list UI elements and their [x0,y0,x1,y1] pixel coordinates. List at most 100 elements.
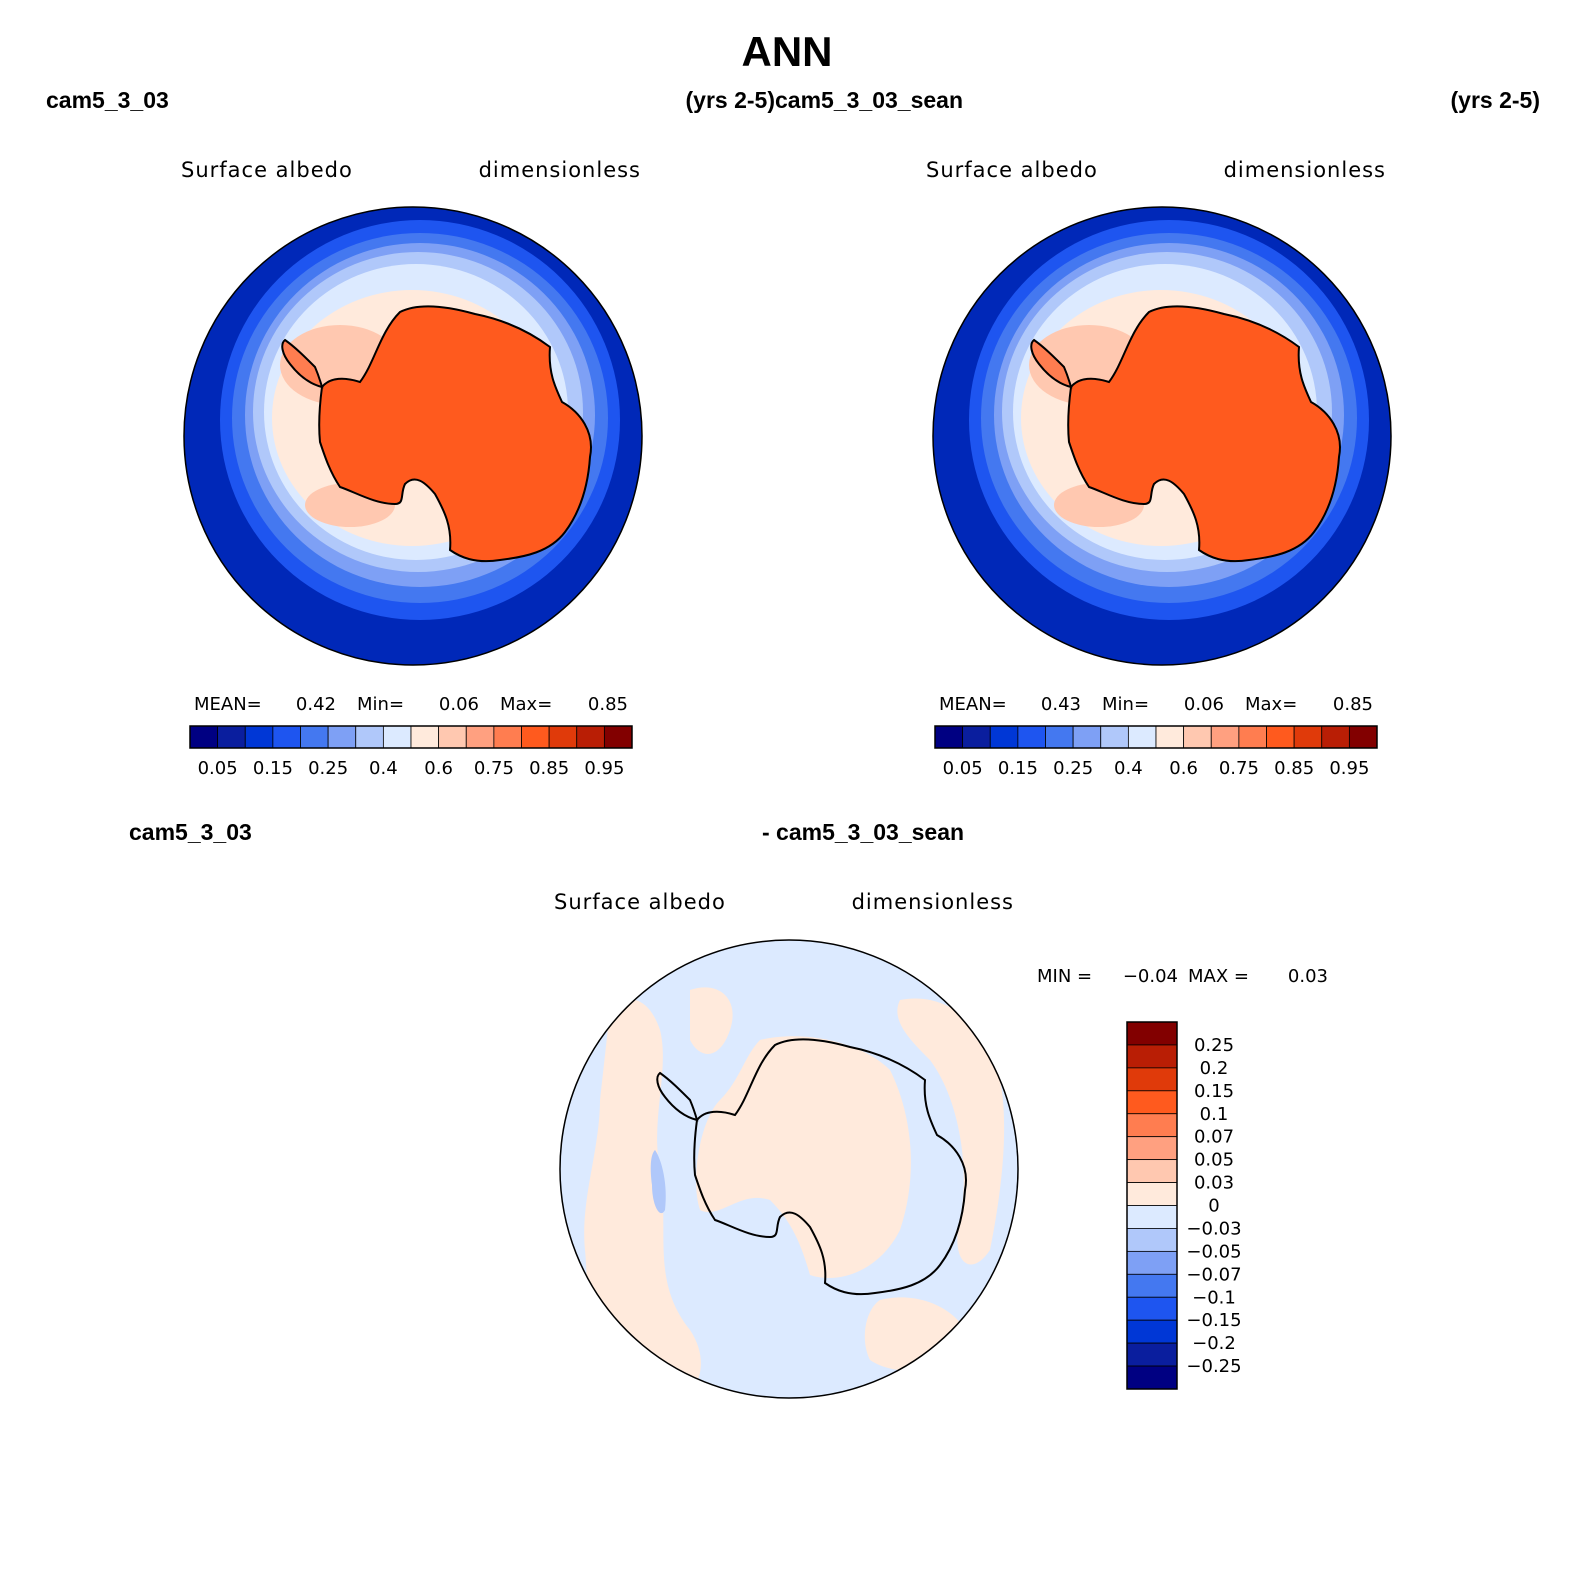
colorbar-swatch [1126,1296,1178,1321]
colorbar-tick-label: 0.4 [369,758,398,779]
colorbar-swatch [1126,1067,1178,1092]
colorbar-swatch [217,725,246,749]
colorbar-swatch [1126,1250,1178,1275]
colorbar: 0.05 0.15 0.25 0.4 0.6 0.75 0.85 0.95 [934,725,1378,779]
colorbar-swatch [1321,725,1350,749]
colorbar-swatch [1017,725,1046,749]
colorbar-swatch [1127,725,1157,749]
colorbar-frame [934,725,1378,749]
colorbar-swatch [438,725,467,749]
colorbar-swatch [1126,1205,1178,1229]
colorbar-tick-label: −0.05 [1186,1241,1241,1262]
colorbar-swatch [1126,1319,1178,1344]
colorbar-swatch [1126,1044,1178,1069]
colorbar-tick-label: 0.15 [998,758,1038,779]
colorbar-tick-label: −0.2 [1192,1333,1236,1354]
units-label: dimensionless [852,890,1014,914]
colorbar-tick-label: 0.95 [584,758,624,779]
colorbar-tick-label: 0.75 [474,758,514,779]
colorbar-swatch [1126,1182,1178,1206]
colorbar-tick-label: 0.95 [1329,758,1369,779]
colorbar-swatch [1126,1021,1178,1046]
map-boundary [183,206,643,666]
colorbar-swatch [1126,1090,1178,1115]
colorbar-swatch [1126,1136,1178,1161]
colorbar-tick-label: 0.85 [529,758,569,779]
colorbar-swatch [521,725,550,749]
mean-value: 0.43 [1041,694,1081,715]
colorbar-tick-label: 0.75 [1219,758,1259,779]
colorbar-tick-label: 0.05 [198,758,238,779]
max-value: 0.85 [588,694,628,715]
positive-patch [690,987,733,1054]
colorbar-tick-label: 0.1 [1200,1104,1229,1125]
colorbar-tick-label: 0.15 [253,758,293,779]
colorbar-swatch [465,725,495,749]
colorbar-tick-label: 0.05 [943,758,983,779]
mean-value: 0.42 [296,694,336,715]
colorbar-swatch [189,725,219,749]
colorbar-swatch [1126,1113,1178,1138]
map-boundary [559,939,1019,1399]
colorbar-swatch [1126,1365,1178,1390]
period-label: (yrs 2-5) [686,87,775,113]
polar-map [933,207,1391,665]
colorbar-tick-label: 0.2 [1200,1058,1229,1079]
colorbar-frame [189,725,633,749]
polar-map [184,207,642,665]
colorbar-tick-label: 0.15 [1194,1081,1234,1102]
colorbar-tick-label: 0 [1208,1196,1219,1217]
case-label: - cam5_3_03_sean [762,819,964,845]
colorbar-swatch [548,725,578,749]
colorbar-swatch [272,725,301,749]
colorbar-tick-label: −0.07 [1186,1264,1241,1285]
colorbar-swatch [989,725,1019,749]
mean-label: MEAN= [939,694,1007,715]
max-value: 0.03 [1288,966,1328,987]
colorbar-tick-label: 0.05 [1194,1150,1234,1171]
figure-title: ANN [742,28,833,75]
negative-streak [650,1150,666,1214]
colorbar-swatch [934,725,964,749]
positive-patch [696,1036,911,1278]
colorbar-swatch [1072,725,1102,749]
colorbar-tick-label: 0.4 [1114,758,1143,779]
min-label: Min= [357,694,404,715]
colorbar-swatch [1210,725,1240,749]
colorbar-tick-label: −0.1 [1192,1287,1236,1308]
period-label: (yrs 2-5) [1451,87,1540,113]
colorbar-swatch [1266,725,1295,749]
colorbar-swatch [493,725,522,749]
colorbar-swatch [1183,725,1212,749]
colorbar-swatch [1126,1228,1178,1252]
case-label: cam5_3_03_sean [775,87,963,113]
map-boundary [932,206,1392,666]
colorbar: 0.05 0.15 0.25 0.4 0.6 0.75 0.85 0.95 [189,725,633,779]
colorbar-swatch [962,725,991,749]
case-label: cam5_3_03 [46,87,169,113]
variable-label: Surface albedo [926,158,1098,182]
panel-difference: cam5_3_03 - cam5_3_03_sean Surface albed… [129,819,1328,1399]
units-label: dimensionless [1224,158,1386,182]
mean-label: MEAN= [194,694,262,715]
colorbar-swatch [1293,725,1323,749]
colorbar-swatch [244,725,274,749]
max-value: 0.85 [1333,694,1373,715]
variable-label: Surface albedo [554,890,726,914]
colorbar-tick-label: 0.25 [1194,1035,1234,1056]
colorbar-swatch [1100,725,1129,749]
max-label: MAX = [1188,966,1249,987]
max-label: Max= [1245,694,1297,715]
max-label: Max= [500,694,552,715]
colorbar-swatch [1238,725,1267,749]
colorbar-swatch [603,725,633,749]
min-value: 0.06 [1184,694,1224,715]
colorbar-tick-label: 0.25 [308,758,348,779]
colorbar: 0.250.20.150.10.070.050.030−0.03−0.05−0.… [1126,1021,1242,1390]
colorbar-swatch [382,725,412,749]
colorbar-tick-label: 0.07 [1194,1127,1234,1148]
colorbar-tick-label: 0.03 [1194,1173,1234,1194]
polar-map [560,940,1018,1398]
positive-patch [897,998,1005,1265]
